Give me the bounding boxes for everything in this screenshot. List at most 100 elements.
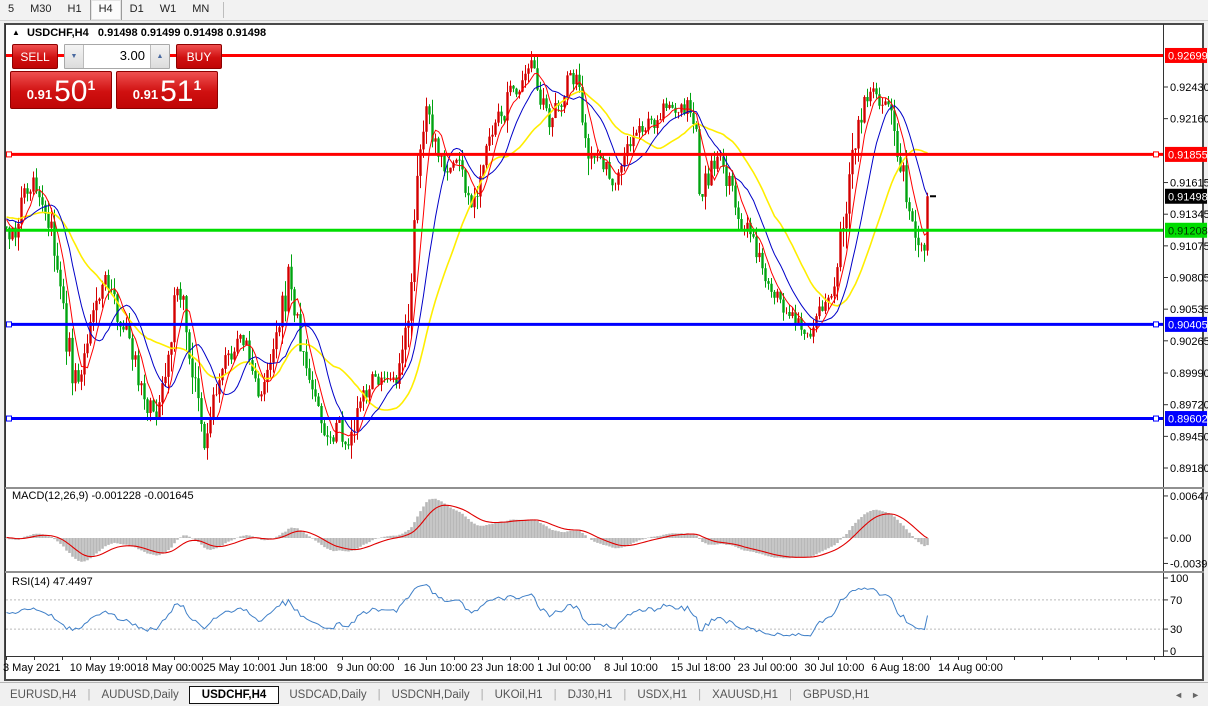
sell-price-point: 1	[87, 77, 96, 93]
volume-decrease-icon[interactable]: ▼	[65, 45, 84, 68]
tab-usdcnh-daily[interactable]: USDCNH,Daily	[391, 688, 470, 701]
sell-price-prefix: 0.91	[26, 87, 53, 102]
tab-separator: |	[87, 688, 91, 701]
buy-price-point: 1	[193, 77, 202, 93]
price-badge-0.90405	[1165, 316, 1207, 332]
line-handle[interactable]	[1153, 415, 1159, 422]
macd-signal-line	[6, 504, 928, 558]
timeframe-button-M30[interactable]: M30	[30, 3, 52, 15]
line-handle[interactable]	[6, 151, 12, 158]
tab-xauusd-h1[interactable]: XAUUSD,H1	[712, 688, 778, 701]
svg-text:0.90265: 0.90265	[1170, 336, 1208, 348]
rsi-label: RSI(14) 47.4497	[12, 576, 93, 588]
hline-support-0.89602[interactable]	[6, 415, 1163, 422]
hline-resistance-0.91855[interactable]	[6, 151, 1163, 158]
svg-text:10 May 19:00: 10 May 19:00	[70, 662, 137, 674]
sell-price-box[interactable]: 0.91 50 1	[10, 71, 112, 109]
svg-text:15 Jul 18:00: 15 Jul 18:00	[671, 662, 731, 674]
svg-text:9 Jun 00:00: 9 Jun 00:00	[337, 662, 395, 674]
timeframe-button-W1[interactable]: W1	[159, 3, 177, 15]
tab-separator: |	[480, 688, 484, 701]
svg-text:0: 0	[1170, 646, 1176, 658]
line-handle[interactable]	[6, 415, 12, 422]
macd-label: MACD(12,26,9) -0.001228 -0.001645	[12, 490, 194, 502]
svg-text:1 Jul 00:00: 1 Jul 00:00	[537, 662, 591, 674]
macd-pane	[5, 498, 929, 562]
svg-text:3 May 2021: 3 May 2021	[3, 662, 60, 674]
svg-text:0.00647: 0.00647	[1170, 491, 1208, 503]
price-badge-0.91855	[1165, 146, 1207, 162]
tab-audusd-daily[interactable]: AUDUSD,Daily	[101, 688, 179, 701]
line-handle[interactable]	[6, 321, 12, 328]
svg-text:8 Jul 10:00: 8 Jul 10:00	[604, 662, 658, 674]
tab-scroll-left-icon[interactable]: ◄	[1174, 689, 1184, 700]
buy-price-prefix: 0.91	[132, 87, 159, 102]
svg-text:0.92430: 0.92430	[1170, 82, 1208, 94]
svg-text:0.89990: 0.89990	[1170, 368, 1208, 380]
ma-line-26	[6, 90, 928, 411]
indicator-axes: 0.00647 0.00 -0.003916 100 70 30 0	[1164, 491, 1208, 658]
buy-price-box[interactable]: 0.91 51 1	[116, 71, 218, 109]
price-badge-0.89602	[1165, 411, 1207, 427]
tab-separator: |	[789, 688, 792, 701]
line-handle[interactable]	[1153, 321, 1159, 328]
price-badge-0.91498	[1165, 188, 1207, 204]
volume-increase-icon[interactable]: ▲	[150, 45, 169, 68]
tab-usdx-h1[interactable]: USDX,H1	[637, 688, 688, 701]
svg-text:0.90405: 0.90405	[1168, 319, 1208, 331]
tab-usdchf-h4[interactable]: USDCHF,H4	[188, 685, 280, 704]
svg-text:1 Jun 18:00: 1 Jun 18:00	[270, 662, 328, 674]
price-axis: 0.92430 0.92160 0.91615 0.91345 0.91075 0.908…	[1164, 47, 1208, 475]
svg-text:0.89602: 0.89602	[1168, 414, 1208, 426]
timeframe-button-H4[interactable]: H4	[89, 0, 122, 20]
rsi-pane	[6, 584, 1163, 637]
collapse-icon[interactable]: ▲	[12, 28, 20, 37]
svg-text:0.91075: 0.91075	[1170, 241, 1208, 253]
svg-text:30: 30	[1170, 624, 1182, 636]
svg-text:0.92160: 0.92160	[1170, 114, 1208, 126]
timeframe-button-H1[interactable]: H1	[67, 3, 82, 15]
sell-button[interactable]: SELL	[12, 44, 58, 69]
svg-text:30 Jul 10:00: 30 Jul 10:00	[804, 662, 864, 674]
tab-dj30-h1[interactable]: DJ30,H1	[567, 688, 613, 701]
svg-text:14 Aug 00:00: 14 Aug 00:00	[938, 662, 1003, 674]
svg-text:0.89720: 0.89720	[1170, 400, 1208, 412]
bid-price-marker	[930, 195, 936, 198]
tab-eurusd-h4[interactable]: EURUSD,H4	[10, 688, 77, 701]
svg-text:0.91855: 0.91855	[1168, 149, 1208, 161]
ma-line-6	[6, 72, 928, 437]
date-axis: 3 May 2021 10 May 19:00 18 May 00:00 25 May…	[3, 657, 1155, 674]
chart-ohlc-values: 0.91498 0.91499 0.91498 0.91498	[97, 27, 267, 39]
svg-text:18 May 00:00: 18 May 00:00	[137, 662, 204, 674]
tab-usdcad-daily[interactable]: USDCAD,Daily	[289, 688, 367, 701]
svg-text:23 Jun 18:00: 23 Jun 18:00	[471, 662, 535, 674]
svg-text:-0.003916: -0.003916	[1170, 558, 1208, 570]
price-badge-0.91208	[1165, 222, 1207, 238]
timeframe-button-5[interactable]: 5	[8, 3, 15, 15]
buy-button[interactable]: BUY	[176, 44, 222, 69]
svg-text:70: 70	[1170, 595, 1182, 607]
tab-gbpusd-h1[interactable]: GBPUSD,H1	[803, 688, 870, 701]
line-handle[interactable]	[1153, 151, 1159, 158]
timeframe-button-D1[interactable]: D1	[129, 3, 144, 15]
chart-title: ▲ USDCHF,H4 0.91498 0.91499 0.91498 0.91…	[12, 27, 266, 39]
tab-scroll-right-icon[interactable]: ►	[1191, 689, 1200, 700]
svg-text:0.91208: 0.91208	[1168, 225, 1208, 237]
volume-spinner: ▼ 3.00 ▲	[64, 44, 170, 69]
svg-text:100: 100	[1170, 573, 1188, 585]
svg-text:0.90805: 0.90805	[1170, 273, 1208, 285]
rsi-line	[6, 584, 928, 637]
tab-separator: |	[698, 688, 702, 701]
svg-text:0.90535: 0.90535	[1170, 304, 1208, 316]
volume-input[interactable]: 3.00	[119, 48, 145, 63]
timeframe-button-MN[interactable]: MN	[192, 3, 210, 15]
hline-support-0.90405[interactable]	[6, 321, 1163, 328]
svg-text:6 Aug 18:00: 6 Aug 18:00	[871, 662, 930, 674]
tab-separator: |	[623, 688, 627, 701]
tab-ukoil-h1[interactable]: UKOil,H1	[494, 688, 543, 701]
svg-text:0.91498: 0.91498	[1168, 191, 1208, 203]
sell-price-pips: 50	[54, 75, 88, 108]
svg-text:0.89180: 0.89180	[1170, 463, 1208, 475]
tab-separator: |	[377, 688, 381, 701]
